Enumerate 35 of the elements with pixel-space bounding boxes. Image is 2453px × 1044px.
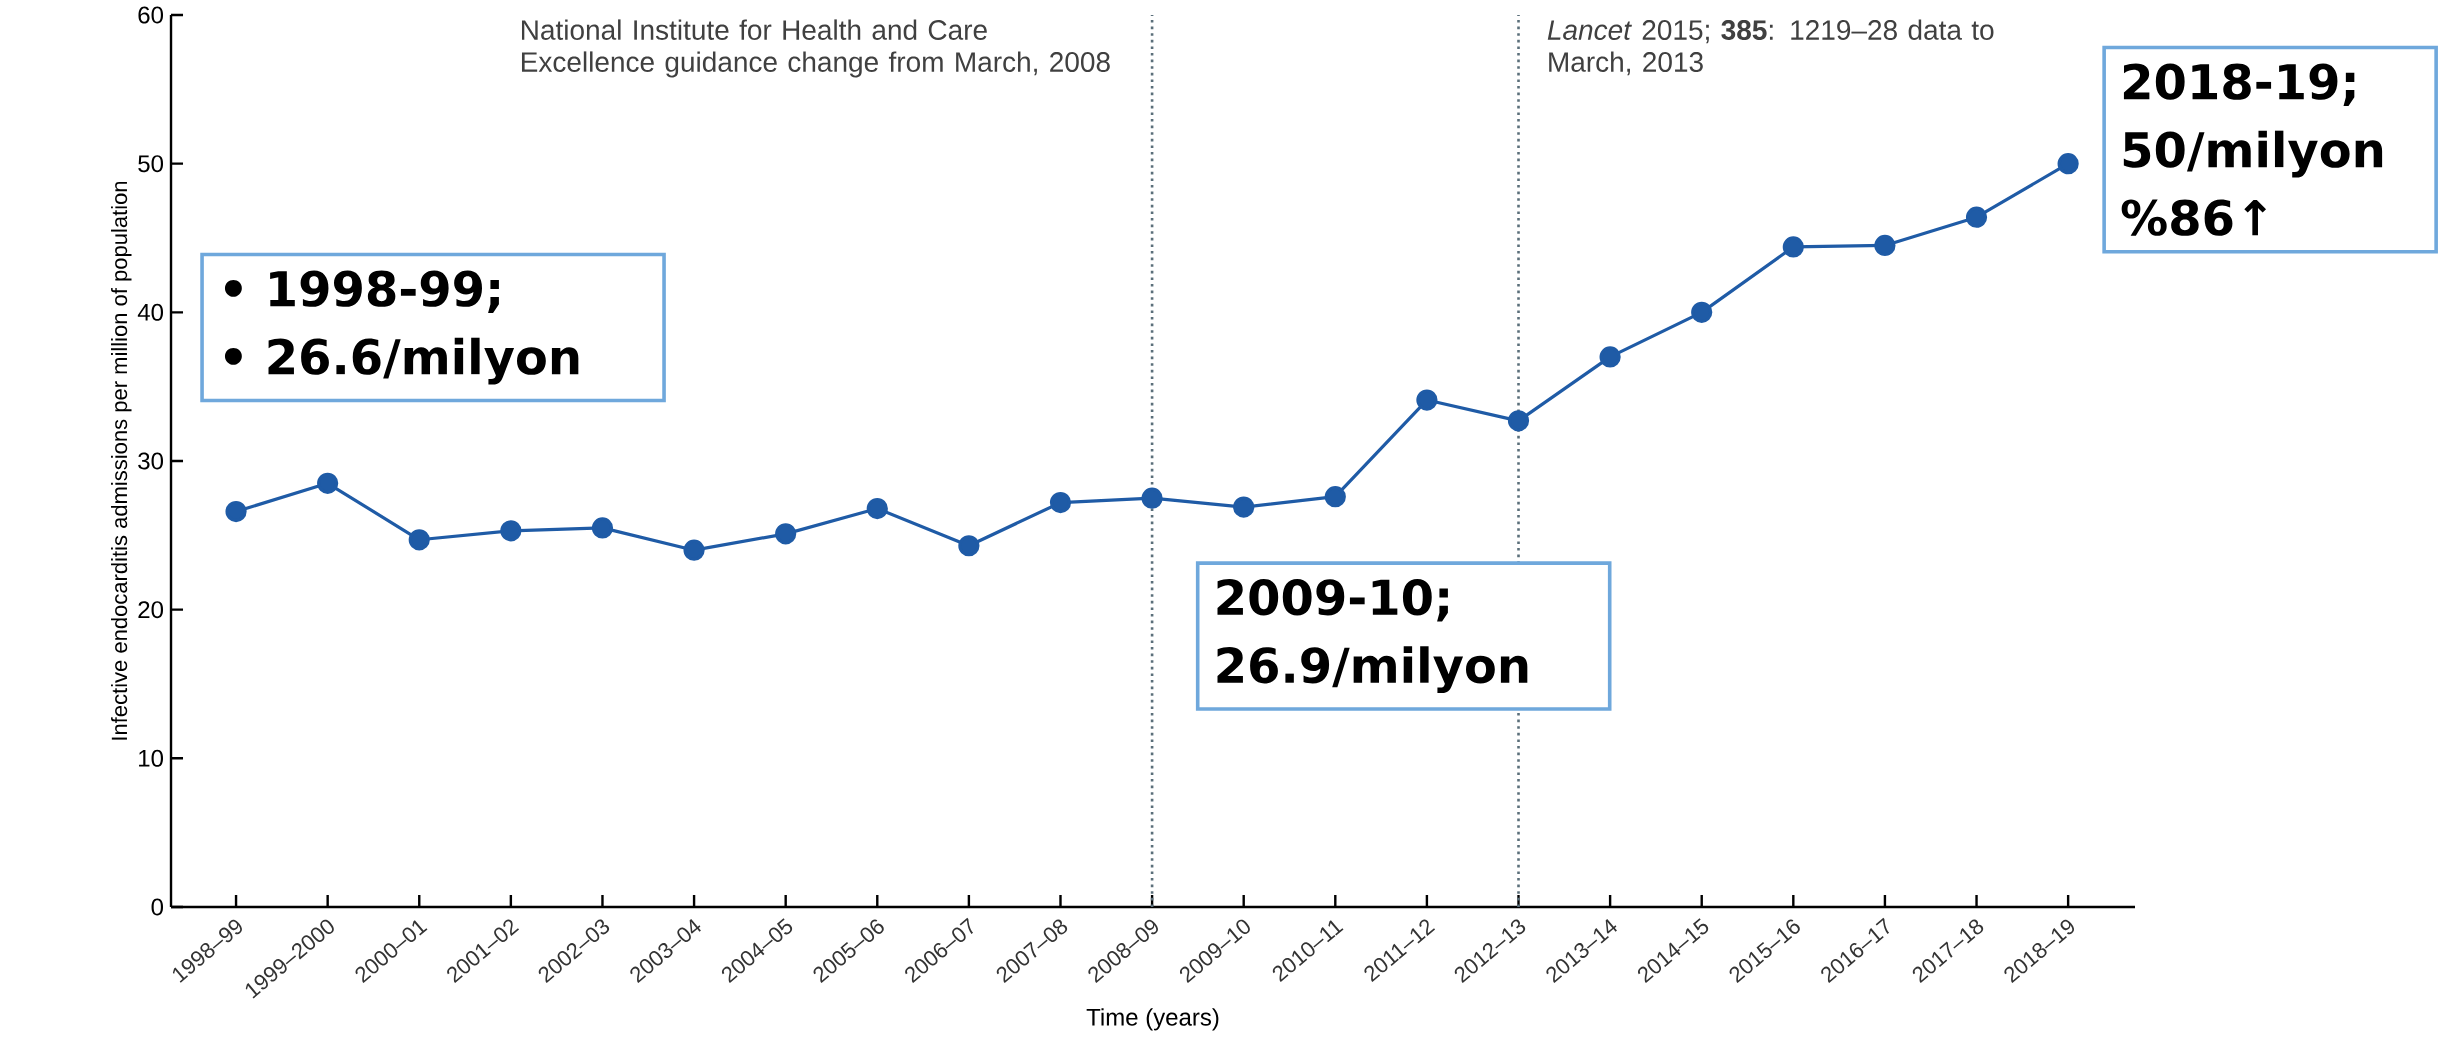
y-axis-title: Infective endocarditis admissions per million of population (111, 181, 132, 740)
point (1416, 389, 1438, 411)
y-tick-label: 20 (138, 601, 164, 619)
ref-line-label: National Institute for Health and Care Excellence guidance change from March, 2008 (521, 19, 1110, 78)
text: Lancet 2015; 385: 1219–28 data to March, 2013 (1547, 19, 1994, 76)
point (1965, 206, 1988, 228)
point (1233, 496, 1255, 518)
point (1324, 486, 1346, 508)
y-tick-label: 60 (138, 6, 164, 24)
point (500, 520, 522, 542)
y-tick-label: 10 (139, 749, 164, 767)
x-axis-title: Time (years) (1086, 1008, 1219, 1031)
point (1507, 410, 1530, 432)
point (866, 497, 888, 520)
point (2057, 153, 2079, 175)
point (1141, 487, 1163, 509)
point (683, 539, 705, 561)
y-tick-label: 30 (138, 452, 164, 470)
annotation: 2009-10; 26.9/milyon (1217, 579, 1528, 694)
y-tick-label: 50 (138, 155, 164, 173)
point (1599, 346, 1621, 368)
point (317, 472, 339, 494)
point (591, 517, 614, 539)
y-tick-label: 0 (151, 898, 164, 916)
annotation: • 1998-99; • 26.6/milyon (224, 270, 579, 385)
point (1691, 301, 1713, 323)
y-tick-label: 40 (137, 303, 164, 321)
point (958, 535, 980, 557)
point (1049, 492, 1072, 514)
point (1874, 234, 1896, 257)
point (775, 523, 797, 545)
point (225, 500, 247, 523)
point (1782, 236, 1804, 258)
point (408, 529, 430, 551)
annotation: 2018-19; 50/milyon %86↑ (2121, 63, 2383, 236)
